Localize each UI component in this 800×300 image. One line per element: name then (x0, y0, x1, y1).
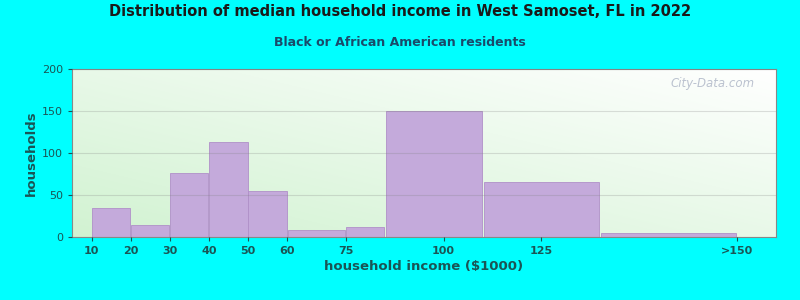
Bar (131, 225, 170, 237)
Text: Distribution of median household income in West Samoset, FL in 2022: Distribution of median household income … (109, 4, 691, 20)
Bar (248, 191, 286, 237)
Bar (346, 227, 385, 237)
Bar (602, 233, 735, 237)
Y-axis label: households: households (25, 110, 38, 196)
X-axis label: household income ($1000): household income ($1000) (325, 260, 523, 273)
Bar (210, 142, 248, 237)
Text: Black or African American residents: Black or African American residents (274, 36, 526, 49)
Bar (92, 208, 130, 237)
Bar (288, 230, 345, 237)
Bar (386, 111, 482, 237)
Text: City-Data.com: City-Data.com (670, 77, 755, 90)
Bar (484, 182, 599, 237)
Bar (170, 173, 209, 237)
